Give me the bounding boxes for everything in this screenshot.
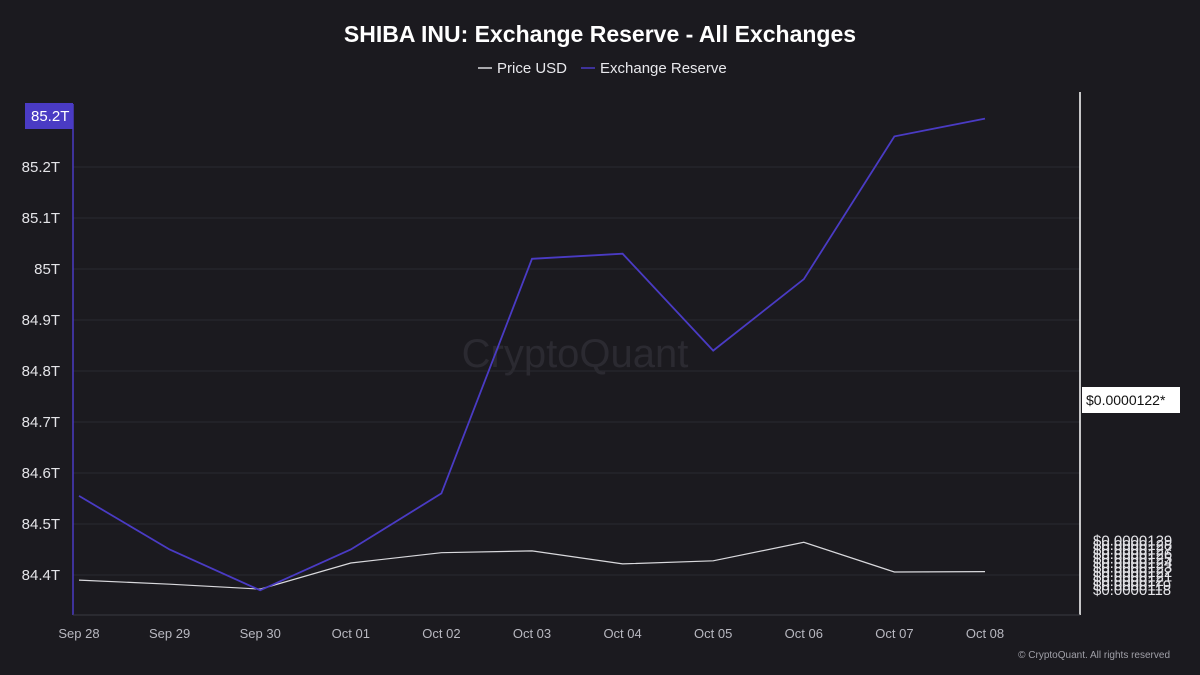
chart-title: SHIBA INU: Exchange Reserve - All Exchan… bbox=[344, 21, 856, 47]
series-reserve-line bbox=[78, 117, 986, 592]
left-axis-ticks: 84.4T 84.5T 84.6T 84.7T 84.8T 84.9T 85T 85.1T 85… bbox=[22, 159, 60, 584]
right-tick-label: $0.0000123 bbox=[1093, 560, 1172, 577]
right-tick-label: $0.0000122 bbox=[1093, 564, 1172, 581]
x-tick-label: Oct 06 bbox=[785, 626, 823, 641]
x-tick-label: Oct 03 bbox=[513, 626, 551, 641]
left-tick-label: 84.9T bbox=[22, 312, 60, 329]
x-tick-label: Oct 08 bbox=[966, 626, 1004, 641]
left-tick-label: 84.5T bbox=[22, 516, 60, 533]
x-tick-label: Oct 04 bbox=[603, 626, 641, 641]
right-tick-label: $0.0000128 bbox=[1093, 537, 1172, 554]
right-tick-label: $0.0000129 bbox=[1093, 533, 1172, 550]
series-price-line bbox=[78, 541, 986, 590]
grid bbox=[73, 166, 1080, 576]
right-axis-ticks: $0.0000118$0.0000119$0.000012$0.0000121$… bbox=[1093, 533, 1172, 600]
legend-price-label[interactable]: Price USD bbox=[497, 60, 567, 77]
copyright-text: © CryptoQuant. All rights reserved bbox=[1018, 650, 1170, 661]
x-tick-label: Oct 05 bbox=[694, 626, 732, 641]
x-tick-label: Sep 30 bbox=[240, 626, 281, 641]
right-tick-label: $0.0000119 bbox=[1093, 578, 1171, 595]
left-tick-label: 85T bbox=[34, 261, 60, 278]
x-tick-label: Oct 01 bbox=[332, 626, 370, 641]
right-tick-label: $0.0000125 bbox=[1093, 551, 1172, 568]
right-badge-label: $0.0000122* bbox=[1086, 392, 1166, 408]
legend-reserve-label[interactable]: Exchange Reserve bbox=[600, 60, 727, 77]
watermark: CryptoQuant bbox=[462, 332, 689, 376]
left-tick-label: 85.2T bbox=[22, 159, 60, 176]
right-badge-bg bbox=[1082, 387, 1180, 413]
left-badge-label: 85.2T bbox=[31, 108, 69, 125]
left-tick-label: 85.1T bbox=[22, 210, 60, 227]
right-tick-label: $0.0000121 bbox=[1093, 569, 1172, 586]
right-tick-label: $0.0000127 bbox=[1093, 542, 1172, 559]
right-tick-label: $0.0000124 bbox=[1093, 555, 1172, 572]
right-tick-label: $0.0000118 bbox=[1093, 582, 1171, 599]
x-axis-ticks: Sep 28 Sep 29 Sep 30 Oct 01 Oct 02 Oct 03 Oct … bbox=[58, 626, 1004, 641]
x-tick-label: Oct 02 bbox=[422, 626, 460, 641]
x-tick-label: Oct 07 bbox=[875, 626, 913, 641]
x-tick-label: Sep 28 bbox=[58, 626, 99, 641]
right-tick-label: $0.000012 bbox=[1093, 573, 1164, 590]
left-tick-label: 84.7T bbox=[22, 414, 60, 431]
right-tick-label: $0.0000126 bbox=[1093, 546, 1172, 563]
left-tick-label: 84.6T bbox=[22, 465, 60, 482]
left-badge-bg bbox=[25, 103, 73, 129]
x-tick-label: Sep 29 bbox=[149, 626, 190, 641]
right-current-badge: $0.0000122* bbox=[1082, 387, 1180, 413]
legend: Price USD Exchange Reserve bbox=[478, 60, 727, 77]
left-current-badge: 85.2T bbox=[25, 103, 73, 129]
left-tick-label: 84.8T bbox=[22, 363, 60, 380]
left-tick-label: 84.4T bbox=[22, 567, 60, 584]
